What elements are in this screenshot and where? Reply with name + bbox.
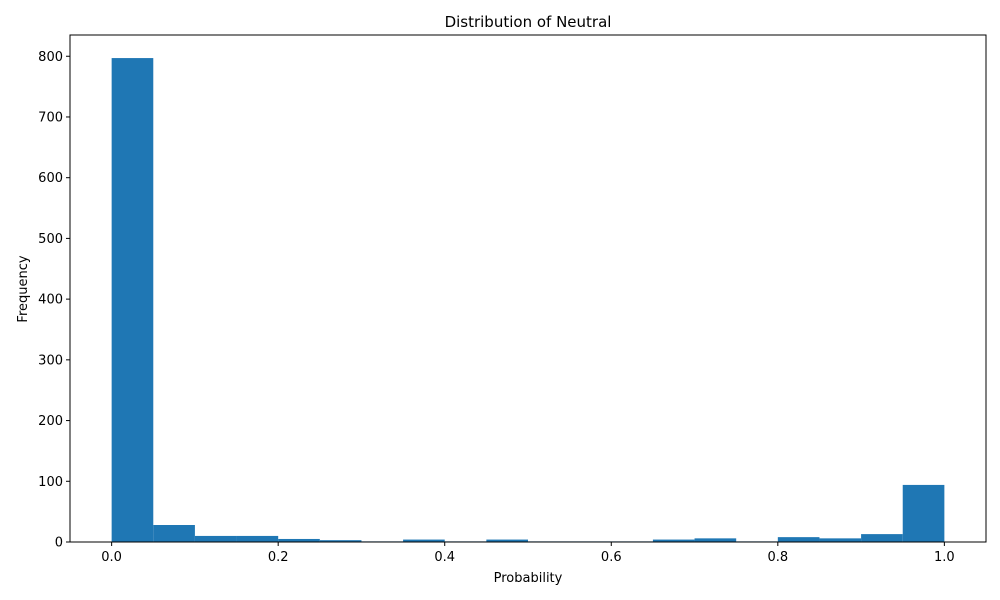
histogram-bar: [652, 539, 695, 542]
histogram-bar: [236, 535, 279, 542]
chart-title: Distribution of Neutral: [445, 13, 612, 31]
x-axis-label: Probability: [494, 571, 563, 586]
y-tick-label: 400: [38, 293, 63, 308]
x-tick-label: 0.8: [767, 550, 788, 565]
histogram-bar: [111, 58, 154, 542]
histogram-bar: [861, 534, 903, 542]
x-tick-label: 0.4: [434, 550, 455, 565]
histogram-bar: [153, 525, 195, 542]
histogram-bar: [819, 538, 862, 542]
y-axis: 0 100 200 300 400 500 600 700 800: [38, 50, 70, 551]
histogram-bar: [486, 539, 528, 542]
histogram-bar: [194, 535, 237, 542]
x-tick-label: 1.0: [934, 550, 955, 565]
histogram-bar: [777, 537, 820, 542]
histogram-bar: [902, 484, 945, 542]
x-tick-label: 0.6: [601, 550, 622, 565]
histogram-bar: [694, 538, 737, 542]
y-tick-label: 100: [38, 475, 63, 490]
y-tick-label: 700: [38, 110, 63, 125]
y-axis-label: Frequency: [16, 255, 31, 322]
y-tick-label: 300: [38, 353, 63, 368]
y-tick-label: 0: [55, 536, 63, 551]
histogram-bar: [403, 539, 445, 542]
x-axis: 0.0 0.2 0.4 0.6 0.8 1.0: [101, 542, 955, 565]
histogram-bar: [319, 540, 362, 542]
x-tick-label: 0.0: [101, 550, 122, 565]
y-tick-label: 800: [38, 50, 63, 65]
y-tick-label: 600: [38, 171, 63, 186]
y-tick-label: 200: [38, 414, 63, 429]
y-tick-label: 500: [38, 232, 63, 247]
bars-group: [111, 58, 945, 542]
x-tick-label: 0.2: [268, 550, 289, 565]
histogram-bar: [278, 538, 320, 542]
plot-area-frame: [69, 34, 987, 543]
